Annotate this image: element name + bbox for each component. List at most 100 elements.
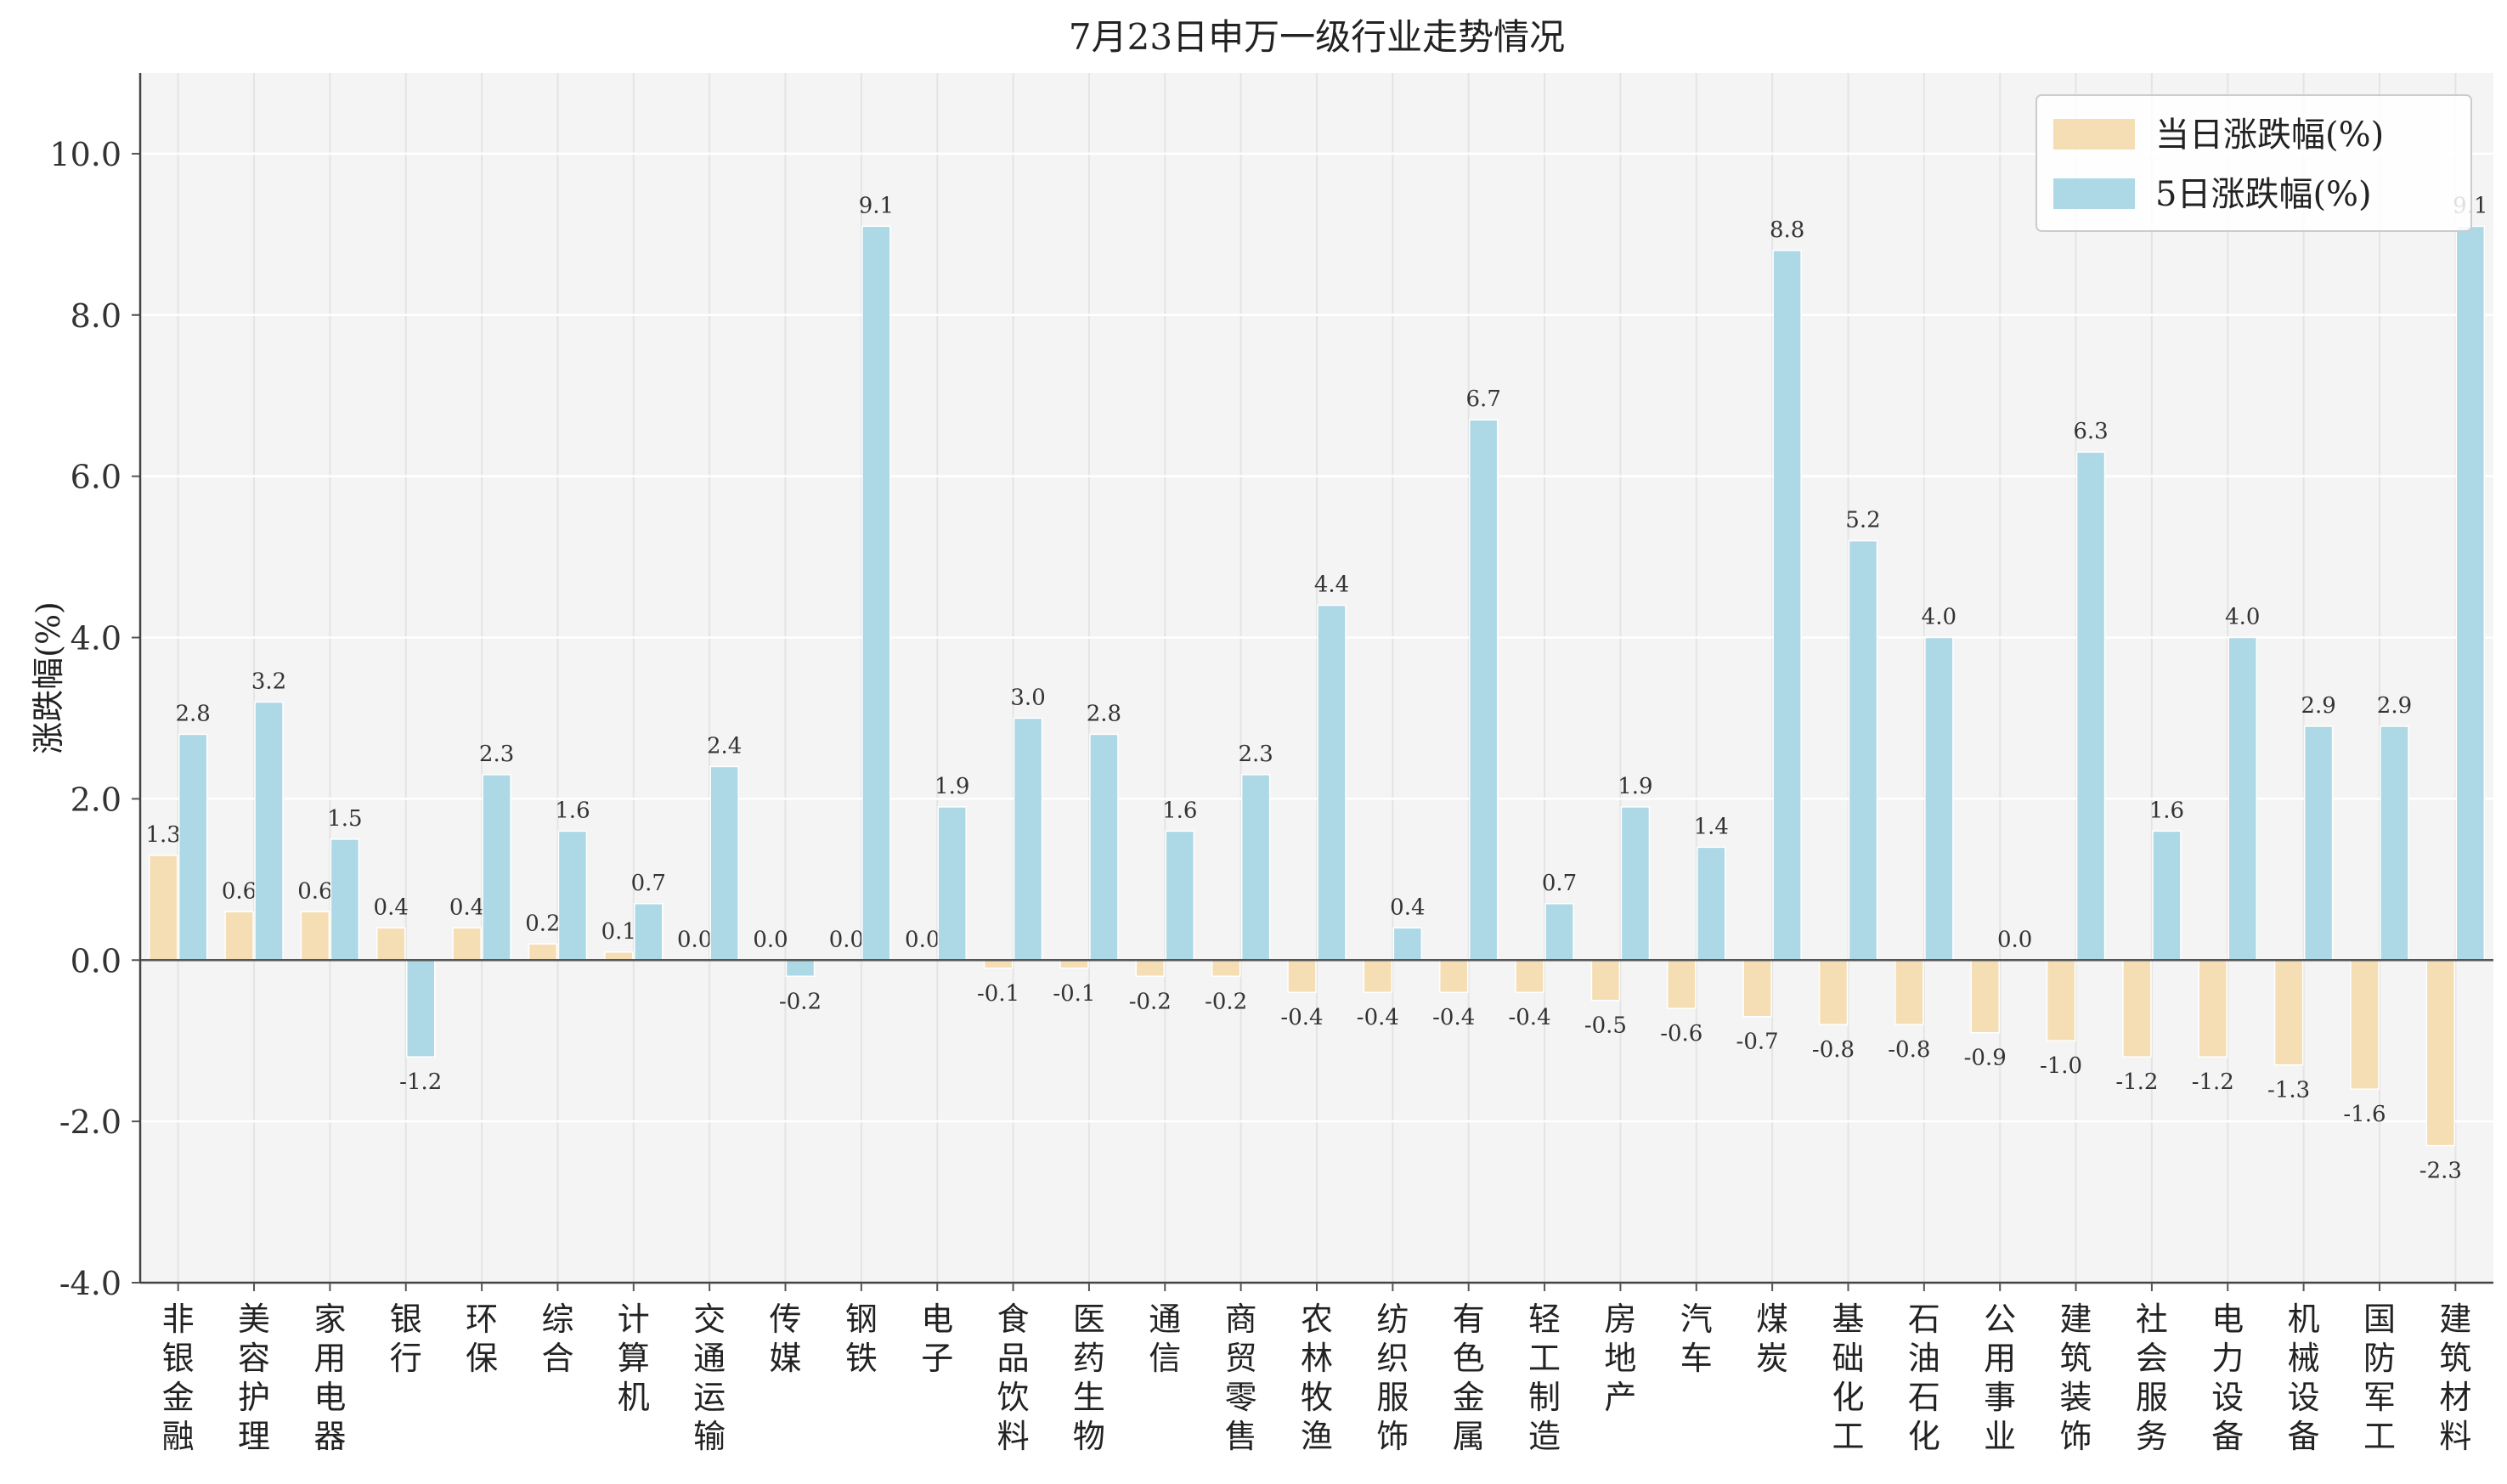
data-label: 1.9 (934, 774, 969, 799)
data-label: 1.6 (2149, 798, 2184, 823)
data-label: 2.3 (1238, 742, 1273, 767)
data-label: -1.2 (2115, 1069, 2158, 1095)
bar-5day (1544, 903, 1574, 962)
x-tick-label: 交通运输 (693, 1301, 726, 1455)
bar-daily (528, 943, 558, 962)
data-label: 2.9 (2301, 693, 2335, 719)
x-tick-label: 建筑材料 (2439, 1301, 2471, 1455)
x-tick-label: 通信 (1149, 1301, 1181, 1377)
data-label: -0.8 (1812, 1037, 1855, 1063)
data-label: 2.3 (479, 742, 514, 767)
data-label: 0.0 (829, 927, 864, 952)
data-label: 4.4 (1314, 573, 1349, 598)
bar-daily (300, 911, 330, 962)
bar-5day (254, 701, 284, 962)
data-label: 3.0 (1010, 685, 1045, 710)
x-tick-label: 电子 (921, 1301, 953, 1377)
x-tick-label: 社会服务 (2136, 1301, 2168, 1455)
bar-5day (1620, 806, 1651, 962)
bar-5day (1089, 733, 1119, 962)
x-tick-label: 国防军工 (2363, 1301, 2396, 1455)
data-label: 2.8 (175, 701, 210, 726)
bar-5day (1392, 927, 1423, 962)
bar-5day (482, 774, 511, 962)
x-tick-label: 非银金融 (162, 1301, 195, 1455)
y-tick-label: 8.0 (71, 297, 121, 335)
x-tick-label: 医药生物 (1073, 1301, 1105, 1455)
data-label: -0.4 (1280, 1005, 1323, 1030)
bar-daily (1515, 959, 1544, 993)
x-tick-label: 计算机 (618, 1301, 650, 1416)
x-tick-label: 传媒 (770, 1301, 802, 1377)
data-label: 2.4 (707, 733, 742, 759)
x-tick-label: 机械设备 (2288, 1301, 2320, 1455)
bar-daily (2122, 959, 2152, 1058)
bar-5day (634, 903, 663, 962)
bar-daily (2425, 959, 2456, 1147)
data-label: 5.2 (1845, 508, 1880, 533)
data-label: 2.8 (1087, 701, 1121, 726)
data-label: -1.2 (399, 1069, 442, 1095)
bar-5day (1772, 250, 1802, 962)
bar-5day (2075, 451, 2106, 962)
data-label: 1.3 (145, 822, 180, 848)
x-tick-label: 基础化工 (1832, 1301, 1864, 1455)
bar-daily (452, 927, 482, 962)
bar-5day (1013, 717, 1043, 962)
legend-label: 5日涨跌幅(%) (2155, 175, 2372, 214)
bar-daily (1818, 959, 1849, 1025)
data-label: -0.5 (1584, 1013, 1627, 1039)
x-tick-label: 有色金属 (1453, 1301, 1485, 1455)
y-tick-label: 6.0 (71, 459, 121, 496)
data-label: -0.2 (779, 989, 822, 1014)
bar-daily (1287, 959, 1317, 993)
bar-daily (1211, 959, 1241, 978)
x-tick-label: 建筑装饰 (2060, 1301, 2092, 1455)
data-label: -0.6 (1660, 1021, 1702, 1047)
bar-5day (1697, 846, 1726, 962)
data-label: 0.4 (449, 894, 484, 920)
data-label: -0.1 (1053, 981, 1095, 1007)
data-label: -0.4 (1432, 1005, 1475, 1030)
data-label: 1.6 (1162, 798, 1197, 823)
y-axis-label: 涨跌幅(%) (30, 601, 67, 754)
data-label: 4.0 (1922, 605, 1956, 630)
bar-5day (1924, 636, 1954, 962)
bar-5day (1317, 604, 1347, 962)
bar-daily (1438, 959, 1469, 993)
x-tick-label: 轻工制造 (1528, 1301, 1561, 1455)
x-tick-label: 电力设备 (2211, 1301, 2244, 1455)
data-label: -1.6 (2343, 1102, 2386, 1127)
data-label: 1.6 (555, 798, 590, 823)
bar-daily (375, 927, 406, 962)
bar-daily (1894, 959, 1924, 1025)
bar-daily (224, 911, 254, 962)
bar-daily (2350, 959, 2380, 1090)
x-tick-label: 商贸零售 (1225, 1301, 1257, 1455)
data-label: 0.0 (677, 927, 712, 952)
bar-daily (1135, 959, 1166, 978)
data-label: -0.9 (1964, 1046, 2007, 1071)
bar-daily (2046, 959, 2076, 1041)
bar-daily (148, 855, 178, 962)
bar-daily (1970, 959, 2000, 1034)
bar-5day (1240, 774, 1271, 962)
x-tick-label: 农林牧渔 (1301, 1301, 1333, 1455)
bar-daily (1363, 959, 1393, 993)
y-tick-label: 2.0 (71, 781, 121, 818)
bar-5day (330, 838, 360, 962)
bar-5day (785, 959, 816, 978)
data-label: -0.8 (1888, 1037, 1930, 1063)
data-label: -1.2 (2192, 1069, 2234, 1095)
bar-5day (1165, 830, 1195, 962)
data-label: 0.2 (525, 911, 560, 936)
data-label: 6.7 (1466, 387, 1501, 412)
bar-daily (983, 959, 1014, 969)
y-tick-label: -2.0 (59, 1103, 121, 1141)
data-label: 2.9 (2377, 693, 2412, 719)
data-label: -1.0 (2040, 1053, 2082, 1079)
data-label: 0.7 (1542, 871, 1577, 896)
y-tick-label: 4.0 (71, 620, 121, 657)
